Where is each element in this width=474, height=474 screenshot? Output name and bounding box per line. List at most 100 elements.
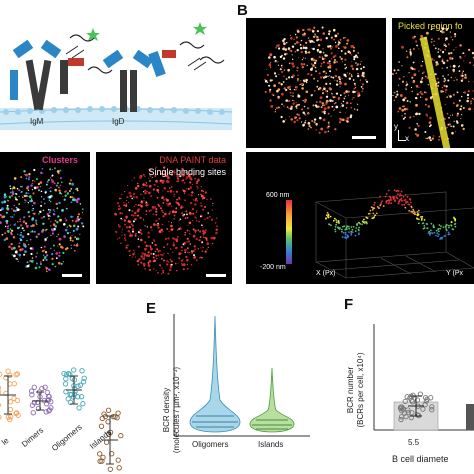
localization-dot xyxy=(17,233,19,235)
localization-3d-dot xyxy=(365,221,368,224)
localization-dot xyxy=(46,228,48,231)
localization-dot xyxy=(55,190,57,192)
localization-dot xyxy=(404,113,406,115)
localization-dot xyxy=(436,26,438,28)
localization-dot xyxy=(155,210,158,213)
localization-dot xyxy=(285,119,287,121)
localization-dot xyxy=(41,196,43,198)
localization-dot xyxy=(124,237,126,239)
localization-dot xyxy=(283,87,286,90)
scatter-point xyxy=(39,385,45,392)
scatter-point xyxy=(0,371,3,377)
localization-dot xyxy=(201,224,203,226)
localization-dot xyxy=(451,131,454,135)
localization-dot xyxy=(182,243,185,246)
localization-dot xyxy=(21,185,23,188)
localization-dot xyxy=(356,90,358,92)
scatter-point xyxy=(429,407,435,413)
localization-dot xyxy=(303,105,306,108)
localization-3d-dot xyxy=(338,227,340,230)
localization-dot xyxy=(39,262,43,266)
localization-dot xyxy=(447,43,450,46)
localization-3d-dot xyxy=(436,232,439,235)
localization-dot xyxy=(195,217,197,219)
localization-3d-dot xyxy=(440,225,442,228)
panel-d-scatter xyxy=(0,367,124,472)
localization-dot xyxy=(171,237,175,240)
localization-dot xyxy=(184,231,186,233)
localization-dot xyxy=(46,236,49,239)
localization-dot xyxy=(124,191,126,193)
localization-3d-dot xyxy=(399,195,401,197)
localization-dot xyxy=(186,229,189,232)
localization-dot xyxy=(138,245,140,248)
scatter-point xyxy=(107,466,113,472)
localization-dot xyxy=(150,209,152,211)
f-ylabel-line1: BCR number xyxy=(346,366,355,414)
localization-dot xyxy=(195,182,198,185)
localization-dot xyxy=(152,268,155,270)
localization-dot xyxy=(148,268,152,272)
localization-dot xyxy=(278,81,281,85)
localization-dot xyxy=(201,194,204,198)
localization-dot xyxy=(66,232,69,235)
localization-3d-dot xyxy=(441,236,444,239)
localization-dot xyxy=(144,268,146,270)
localization-dot xyxy=(168,268,172,271)
localization-dot xyxy=(138,236,140,238)
localization-dot xyxy=(288,107,290,110)
localization-dot xyxy=(160,265,162,267)
localization-dot xyxy=(287,86,290,89)
localization-dot xyxy=(212,236,216,240)
localization-dot xyxy=(322,48,324,50)
dna-strand-icon xyxy=(199,56,225,64)
localization-dot xyxy=(139,204,142,206)
localization-dot xyxy=(127,220,131,223)
localization-dot xyxy=(412,61,415,64)
localization-dot xyxy=(202,235,204,237)
localization-dot xyxy=(456,91,459,94)
localization-dot xyxy=(140,204,143,208)
localization-dot xyxy=(136,182,139,185)
localization-dot xyxy=(161,196,164,199)
localization-dot xyxy=(315,70,317,73)
localization-dot xyxy=(317,44,321,47)
localization-dot xyxy=(446,96,449,98)
localization-dot xyxy=(431,38,433,40)
f-ylabel-line2: (BCRs per cell, x10⁴) xyxy=(356,352,365,428)
localization-dot xyxy=(342,73,344,75)
localization-dot xyxy=(131,214,133,216)
localization-dot xyxy=(160,228,163,232)
localization-dot xyxy=(166,179,169,183)
localization-dot xyxy=(216,225,218,228)
localization-dot xyxy=(147,261,150,264)
localization-3d-dot xyxy=(433,231,436,234)
localization-3d-dot xyxy=(408,209,411,212)
localization-dot xyxy=(463,91,465,93)
scatter-point xyxy=(115,410,121,416)
localization-dot xyxy=(437,84,440,87)
localization-dot xyxy=(275,61,277,63)
localization-dot xyxy=(136,259,140,263)
scatter-point xyxy=(76,405,82,411)
localization-3d-dot xyxy=(410,205,413,208)
localization-dot xyxy=(278,47,281,50)
localization-dot xyxy=(143,197,145,199)
localization-dot xyxy=(37,233,40,236)
localization-3d-dot xyxy=(374,201,376,204)
localization-dot xyxy=(144,241,147,244)
scatter-point xyxy=(97,458,103,464)
localization-dot xyxy=(267,81,269,83)
localization-dot xyxy=(64,217,66,219)
localization-dot xyxy=(327,130,329,132)
localization-dot xyxy=(336,80,338,82)
localization-dot xyxy=(18,245,21,248)
localization-dot xyxy=(287,68,290,72)
localization-dot xyxy=(82,225,85,228)
localization-dot xyxy=(409,48,411,50)
localization-dot xyxy=(282,81,285,83)
localization-3d-dot xyxy=(399,193,401,195)
localization-dot xyxy=(360,61,362,63)
localization-dot xyxy=(271,93,274,96)
localization-dot xyxy=(207,246,209,249)
